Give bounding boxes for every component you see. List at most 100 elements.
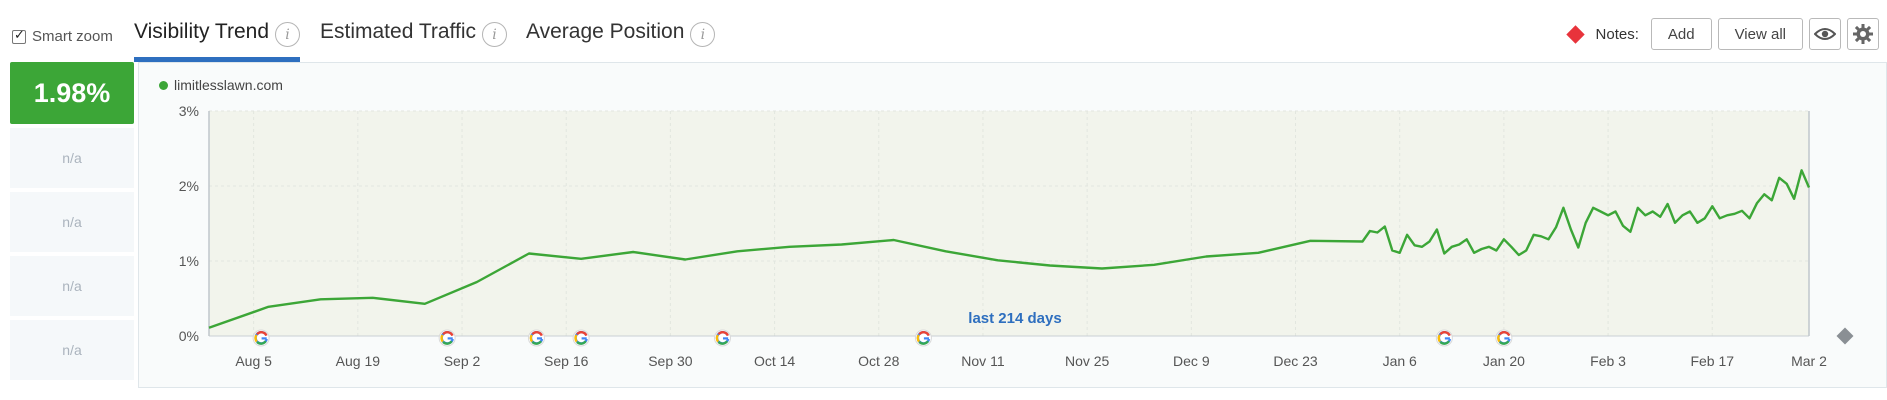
gear-icon[interactable] — [1847, 18, 1879, 50]
data-point[interactable] — [1688, 210, 1692, 214]
data-point[interactable] — [1636, 206, 1640, 210]
data-point[interactable] — [475, 280, 479, 284]
data-point[interactable] — [1547, 237, 1551, 241]
data-point[interactable] — [1442, 252, 1446, 256]
data-point[interactable] — [1599, 210, 1603, 214]
data-point[interactable] — [1100, 267, 1104, 271]
chart-legend[interactable]: limitlesslawn.com — [159, 77, 283, 93]
data-point[interactable] — [1487, 245, 1491, 249]
data-point[interactable] — [840, 243, 844, 247]
data-point[interactable] — [423, 302, 427, 306]
data-point[interactable] — [207, 326, 211, 330]
google-icon[interactable] — [527, 329, 545, 347]
data-point[interactable] — [1621, 224, 1625, 228]
google-icon[interactable] — [1435, 329, 1453, 347]
data-point[interactable] — [1048, 264, 1052, 268]
tab-average-position[interactable]: Average Position i — [526, 20, 716, 62]
data-point[interactable] — [527, 252, 531, 256]
data-point[interactable] — [1405, 233, 1409, 237]
data-point[interactable] — [1532, 233, 1536, 237]
data-point[interactable] — [1747, 216, 1751, 220]
data-point[interactable] — [1666, 202, 1670, 206]
data-point[interactable] — [892, 238, 896, 242]
data-point[interactable] — [1517, 253, 1521, 257]
tab-estimated-traffic[interactable]: Estimated Traffic i — [320, 20, 508, 62]
smart-zoom-toggle[interactable]: Smart zoom — [12, 28, 113, 45]
data-point[interactable] — [1807, 186, 1811, 190]
data-point[interactable] — [944, 249, 948, 253]
google-icon[interactable] — [572, 329, 590, 347]
data-point[interactable] — [1785, 182, 1789, 186]
data-point[interactable] — [1695, 221, 1699, 225]
data-point[interactable] — [1390, 249, 1394, 253]
data-point[interactable] — [996, 258, 1000, 262]
data-point[interactable] — [631, 250, 635, 254]
data-point[interactable] — [683, 258, 687, 262]
data-point[interactable] — [1606, 213, 1610, 217]
data-point[interactable] — [1680, 213, 1684, 217]
data-point[interactable] — [735, 249, 739, 253]
data-point[interactable] — [1480, 247, 1484, 251]
data-point[interactable] — [1703, 216, 1707, 220]
data-point[interactable] — [1718, 216, 1722, 220]
data-point[interactable] — [1502, 237, 1506, 241]
data-point[interactable] — [1457, 243, 1461, 247]
data-point[interactable] — [319, 297, 323, 301]
data-point[interactable] — [1800, 168, 1804, 172]
visibility-chart[interactable]: Aug 5 Aug 19 Sep 2 Sep 16 Sep 30 Oct 14 Oct 28… — [139, 63, 1887, 389]
tab-visibility-trend[interactable]: Visibility Trend i — [134, 20, 301, 62]
view-all-notes-button[interactable]: View all — [1717, 18, 1803, 50]
data-point[interactable] — [1733, 212, 1737, 216]
data-point[interactable] — [1427, 240, 1431, 244]
data-point[interactable] — [1435, 228, 1439, 232]
data-point[interactable] — [1673, 221, 1677, 225]
data-point[interactable] — [1539, 234, 1543, 238]
data-point[interactable] — [1569, 228, 1573, 232]
data-point[interactable] — [1777, 176, 1781, 180]
data-point[interactable] — [1710, 204, 1714, 208]
data-point[interactable] — [1524, 249, 1528, 253]
google-icon[interactable] — [252, 329, 270, 347]
data-point[interactable] — [267, 305, 271, 309]
data-point[interactable] — [1152, 263, 1156, 267]
range-handle-diamond[interactable] — [1836, 327, 1854, 345]
info-icon[interactable]: i — [690, 22, 716, 47]
info-icon[interactable]: i — [275, 22, 301, 47]
smart-zoom-checkbox[interactable] — [12, 28, 26, 44]
data-point[interactable] — [1628, 230, 1632, 234]
data-point[interactable] — [1554, 225, 1558, 229]
data-point[interactable] — [1762, 192, 1766, 196]
eye-icon[interactable] — [1809, 18, 1841, 50]
data-point[interactable] — [1375, 231, 1379, 235]
data-point[interactable] — [1509, 245, 1513, 249]
add-note-button[interactable]: Add — [1650, 18, 1712, 50]
data-point[interactable] — [1770, 198, 1774, 202]
data-point[interactable] — [1792, 197, 1796, 201]
data-point[interactable] — [1584, 221, 1588, 225]
google-icon[interactable] — [438, 329, 456, 347]
data-point[interactable] — [371, 296, 375, 300]
info-icon[interactable]: i — [482, 22, 508, 47]
data-point[interactable] — [1360, 240, 1364, 244]
google-icon[interactable] — [713, 329, 731, 347]
data-point[interactable] — [1740, 209, 1744, 213]
data-point[interactable] — [1450, 245, 1454, 249]
data-point[interactable] — [1561, 206, 1565, 210]
series-line-limitlesslawn[interactable] — [208, 169, 1811, 329]
data-point[interactable] — [1413, 243, 1417, 247]
data-point[interactable] — [1398, 251, 1402, 255]
data-point[interactable] — [1204, 255, 1208, 259]
data-point[interactable] — [1383, 225, 1387, 229]
data-point[interactable] — [1591, 206, 1595, 210]
data-point[interactable] — [1755, 201, 1759, 205]
data-point[interactable] — [1368, 229, 1372, 233]
google-icon[interactable] — [914, 329, 932, 347]
data-point[interactable] — [1651, 210, 1655, 214]
google-icon[interactable] — [1495, 329, 1513, 347]
data-point[interactable] — [1308, 239, 1312, 243]
data-point[interactable] — [1465, 237, 1469, 241]
data-point[interactable] — [1658, 215, 1662, 219]
data-point[interactable] — [1643, 213, 1647, 217]
data-point[interactable] — [1614, 210, 1618, 214]
data-point[interactable] — [1420, 245, 1424, 249]
